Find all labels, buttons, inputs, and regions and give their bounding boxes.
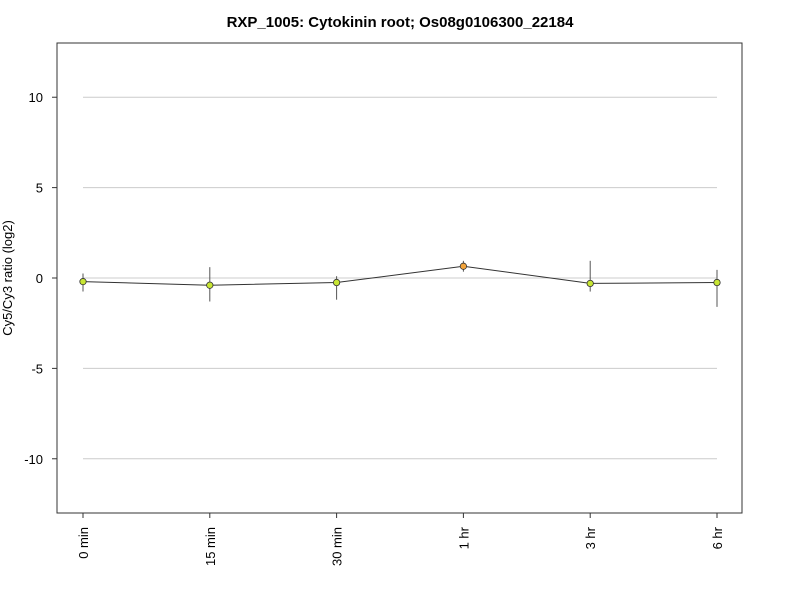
y-axis-label: Cy5/Cy3 ratio (log2) <box>0 220 15 336</box>
series-layer <box>79 260 721 307</box>
y-tick-label: 10 <box>29 90 43 105</box>
x-tick-label: 15 min <box>203 527 218 566</box>
x-axis: 0 min 15 min 30 min 1 hr 3 hr 6 hr <box>76 513 725 566</box>
y-tick-label: 0 <box>36 271 43 286</box>
y-axis: 10 5 0 -5 -10 <box>24 90 57 467</box>
data-point <box>713 278 721 287</box>
x-tick-label: 30 min <box>330 527 345 566</box>
series-line <box>82 265 718 286</box>
data-point <box>332 278 341 287</box>
x-tick-label: 0 min <box>76 527 91 559</box>
grid-layer <box>83 96 717 460</box>
y-tick-label: -5 <box>31 361 43 376</box>
data-point <box>79 278 87 286</box>
data-point <box>206 281 214 289</box>
x-tick-label: 1 hr <box>456 526 471 549</box>
data-point <box>459 262 467 270</box>
y-tick-label: 5 <box>36 181 43 196</box>
y-tick-label: -10 <box>24 452 43 467</box>
x-tick-label: 3 hr <box>583 526 598 549</box>
chart-title: RXP_1005: Cytokinin root; Os08g0106300_2… <box>227 14 575 31</box>
data-point <box>586 279 594 288</box>
x-tick-label: 6 hr <box>710 526 725 549</box>
